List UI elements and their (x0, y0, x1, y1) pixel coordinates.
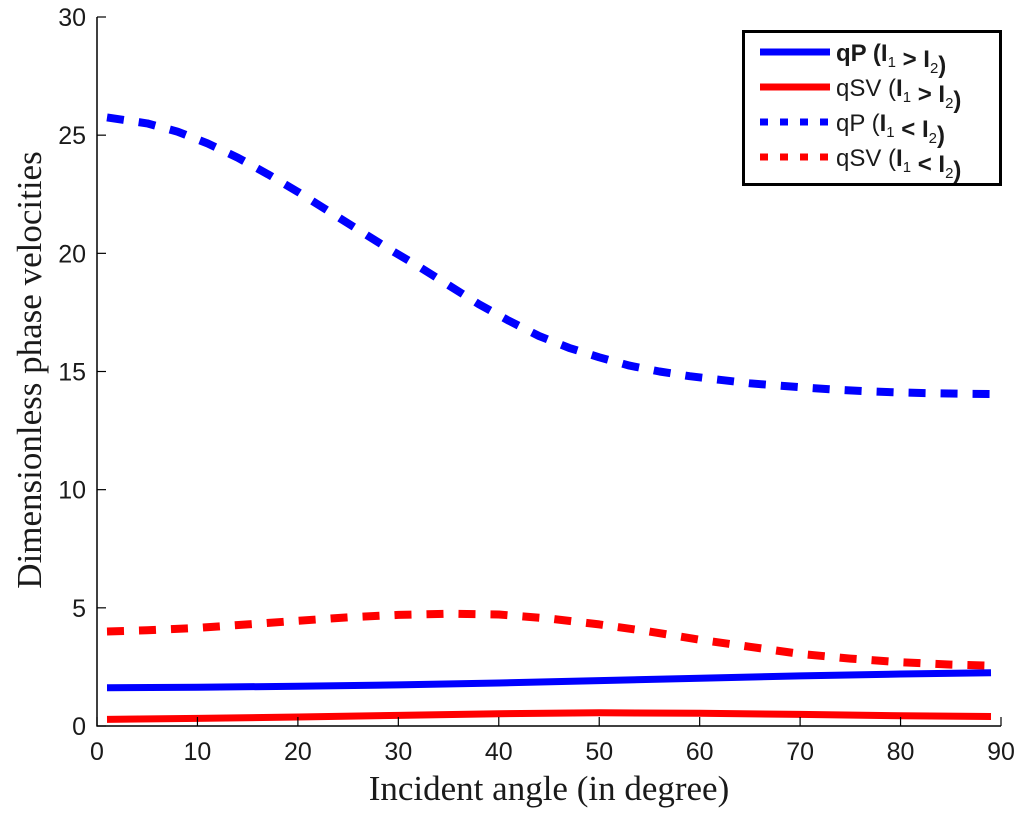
x-tick-label: 40 (485, 738, 513, 766)
y-tick-label: 15 (58, 359, 86, 387)
x-ticks: 0 10 20 30 40 50 60 70 80 90 (90, 717, 1015, 766)
y-tick-label: 5 (72, 595, 86, 623)
legend-label-part: 1 (886, 124, 894, 141)
legend-label-part: ) (953, 157, 961, 184)
legend-label-part: qP ( (836, 40, 881, 67)
legend-label-part: > (896, 46, 923, 73)
series-line-1 (106, 669, 992, 692)
legend-label-part: I (938, 81, 945, 108)
legend-label: qSV (I1 > I2) (836, 75, 961, 114)
legend-label-part: I (896, 75, 903, 102)
legend-label-part: > (911, 81, 938, 108)
series-line-4 (106, 609, 992, 670)
x-axis-title: Incident angle (in degree) (369, 769, 730, 808)
y-axis-title: Dimensionless phase velocities (10, 151, 49, 588)
legend-label-part: I (896, 145, 903, 172)
legend-label-part: qSV ( (836, 75, 896, 102)
legend-label-part: 2 (929, 130, 937, 147)
legend-label-part: qP ( (836, 110, 880, 137)
legend-label-part: I (922, 116, 929, 143)
y-tick-label: 30 (58, 4, 86, 32)
x-tick-label: 10 (184, 738, 212, 766)
legend-label-part: ) (937, 122, 945, 149)
x-tick-label: 30 (384, 738, 412, 766)
series-line-2 (106, 709, 992, 723)
legend-label-part: 2 (945, 95, 953, 112)
x-tick-label: 0 (90, 738, 104, 766)
x-tick-label: 50 (585, 738, 613, 766)
legend-label-part: 1 (888, 54, 896, 71)
y-tick-label: 20 (58, 240, 86, 268)
legend-label: qP (I1 < I2) (836, 110, 945, 149)
y-tick-label: 0 (72, 713, 86, 741)
legend: qP (I1 > I2)qSV (I1 > I2)qP (I1 < I2)qSV… (742, 30, 1002, 186)
legend-label-part: I (923, 46, 930, 73)
series-line-3 (106, 113, 992, 398)
legend-label-part: < (911, 151, 938, 178)
legend-label: qSV (I1 < I2) (836, 145, 961, 184)
legend-label-part: ) (953, 87, 961, 114)
y-ticks: 0 5 10 15 20 25 30 (58, 4, 106, 741)
series-layer (106, 113, 992, 723)
x-tick-label: 60 (686, 738, 714, 766)
legend-label-part: < (895, 116, 922, 143)
legend-label-part: 1 (903, 89, 911, 106)
y-tick-label: 25 (58, 122, 86, 150)
legend-label-part: qSV ( (836, 145, 896, 172)
x-tick-label: 70 (786, 738, 814, 766)
legend-label-part: 2 (930, 60, 938, 77)
x-tick-label: 80 (887, 738, 915, 766)
x-tick-label: 20 (284, 738, 312, 766)
legend-label-part: I (881, 40, 888, 67)
axes: 0 10 20 30 40 50 60 70 80 90 0 5 10 15 20 25 30 (58, 4, 1015, 766)
legend-label-part: I (880, 110, 887, 137)
legend-label-part: 1 (903, 159, 911, 176)
legend-label-part: ) (938, 52, 946, 79)
x-tick-label: 90 (987, 738, 1015, 766)
legend-label: qP (I1 > I2) (836, 40, 946, 79)
legend-label-part: I (938, 151, 945, 178)
legend-label-part: 2 (945, 165, 953, 182)
y-tick-label: 10 (58, 477, 86, 505)
legend-box (742, 30, 1002, 186)
